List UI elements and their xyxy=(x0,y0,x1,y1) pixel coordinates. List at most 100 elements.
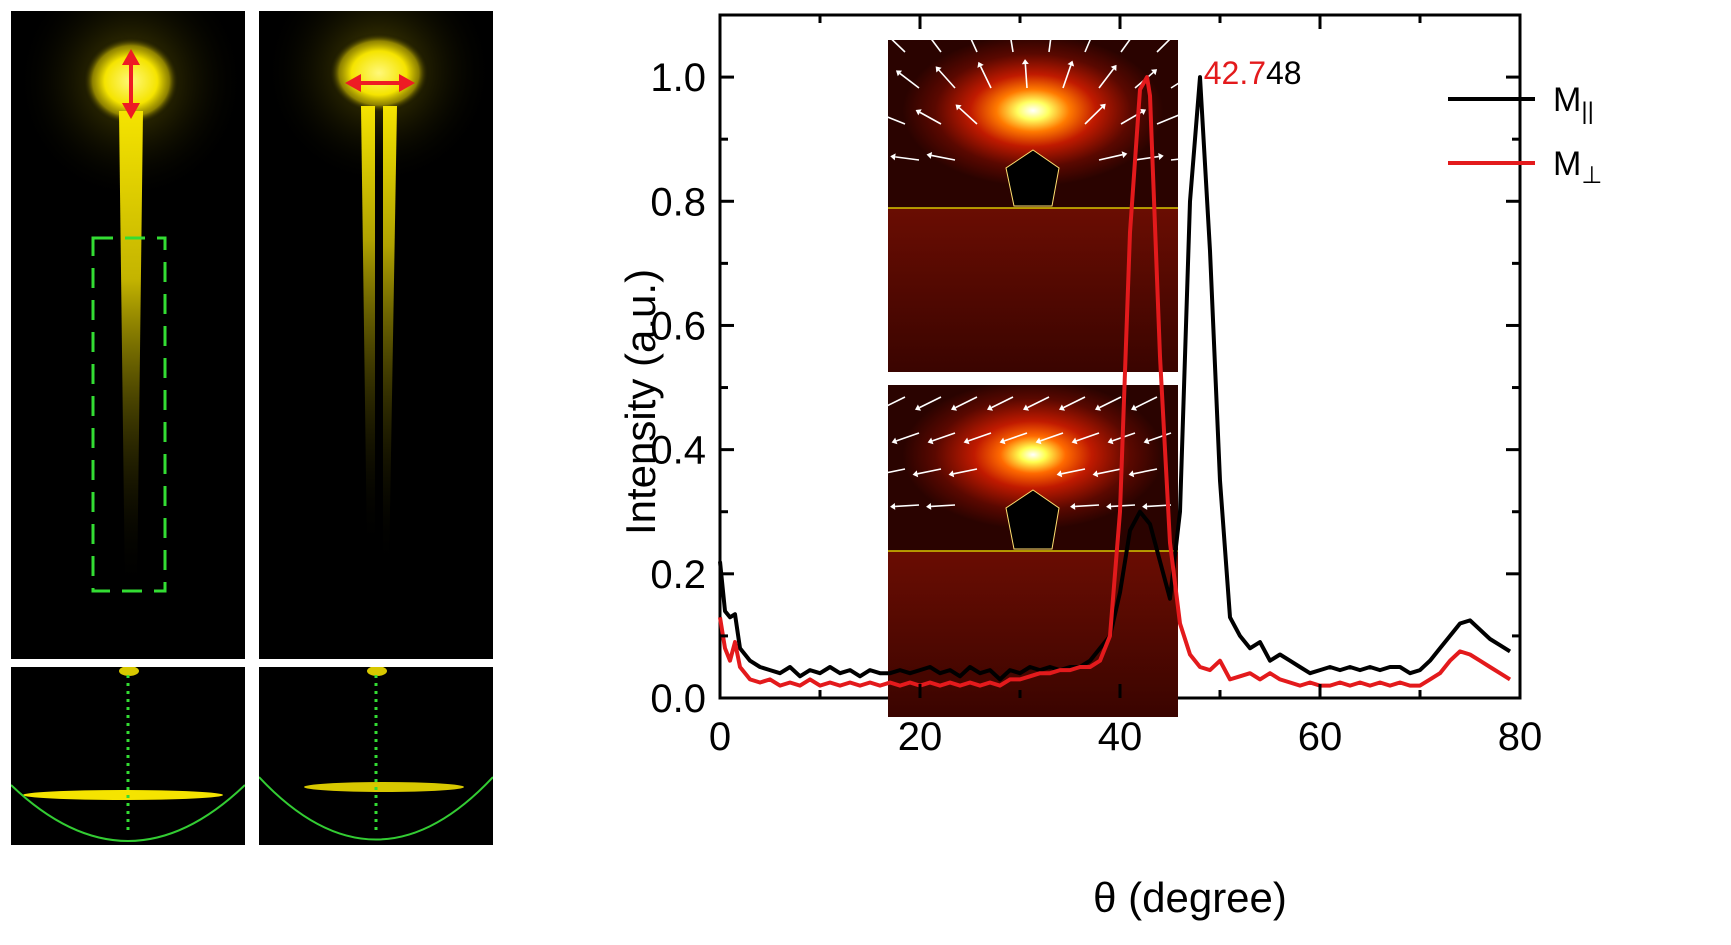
field-arrow-head xyxy=(1022,404,1030,411)
field-arrow xyxy=(1076,432,1100,442)
microscopy-bottom-right-svg xyxy=(259,667,493,841)
field-arrow-head xyxy=(1067,60,1075,67)
field-arrow xyxy=(1156,34,1175,53)
field-arrow xyxy=(953,468,978,475)
field-arrow-head xyxy=(1158,153,1164,160)
field-arrow-head xyxy=(1094,404,1102,411)
field-arrow-head xyxy=(890,502,896,510)
field-arrow-head xyxy=(1107,437,1114,445)
field-arrow xyxy=(979,66,992,89)
field-arrow xyxy=(955,396,978,409)
y-tick-label: 0.0 xyxy=(650,677,706,721)
field-arrow xyxy=(1134,155,1159,161)
field-arrow-head xyxy=(1071,437,1078,445)
microscopy-top-left xyxy=(11,11,245,659)
x-tick-label: 20 xyxy=(898,715,943,759)
field-arrow-head xyxy=(1092,470,1099,478)
field-arrow-head xyxy=(1128,470,1135,478)
field-arrow xyxy=(1098,68,1115,89)
field-arrow-head xyxy=(999,437,1006,445)
field-arrow-head xyxy=(955,104,962,111)
field-arrow-head xyxy=(1110,64,1117,71)
field-arrow-head xyxy=(1048,23,1056,29)
field-arrows xyxy=(876,396,1172,510)
field-arrow-head xyxy=(923,28,930,35)
series-layer xyxy=(718,75,1512,688)
ticks-layer: 0 20 40 60 80 0.0 0.2 0.4 0.6 0.8 1.0 xyxy=(650,13,1542,759)
field-arrow xyxy=(899,72,920,89)
field-arrow xyxy=(1135,396,1158,409)
field-arrow-head xyxy=(1035,437,1042,445)
field-arrow xyxy=(1120,32,1136,53)
field-arrow-head xyxy=(890,153,896,161)
bright-line xyxy=(304,782,464,792)
field-arrow-head xyxy=(878,404,886,411)
field-arrow-head xyxy=(1140,108,1147,115)
annotation-peak-perp: 42.7 xyxy=(1204,55,1266,91)
field-arrow-head xyxy=(1189,72,1196,79)
pentagon-wire xyxy=(1005,149,1060,207)
microscopy-top-right xyxy=(259,11,493,659)
field-arrow-head xyxy=(1171,31,1178,38)
field-arrow xyxy=(1048,28,1053,53)
field-arrow-head xyxy=(1132,28,1138,35)
field-arrow-head xyxy=(963,25,971,32)
field-arrow-head xyxy=(1099,103,1106,110)
field-arrow-head xyxy=(950,404,958,411)
field-arrow xyxy=(968,432,992,442)
field-arrow-head xyxy=(1142,502,1148,510)
field-arrow xyxy=(1170,156,1195,161)
field-arrow xyxy=(1024,64,1028,89)
field-arrow-head xyxy=(948,470,955,478)
y-tick-label: 1.0 xyxy=(650,56,706,100)
beam xyxy=(119,111,143,591)
annotation-peak-parallel: 48 xyxy=(1266,55,1302,91)
field-arrow xyxy=(1027,396,1050,409)
y-tick-label: 0.6 xyxy=(650,304,706,348)
microscopy-bottom-right xyxy=(259,667,493,845)
field-arrow xyxy=(958,107,978,125)
top-spot xyxy=(367,667,387,676)
field-arrow xyxy=(1040,432,1064,442)
field-arrow xyxy=(991,396,1014,409)
field-arrow xyxy=(1170,74,1192,89)
field-arrow-head xyxy=(1070,502,1076,510)
x-tick-label: 40 xyxy=(1098,715,1143,759)
field-arrow-head xyxy=(914,404,922,411)
field-arrow-head xyxy=(927,437,934,445)
field-arrow-head xyxy=(884,31,891,38)
field-arrow xyxy=(966,29,978,53)
x-tick-label: 0 xyxy=(709,715,731,759)
x-tick-label: 60 xyxy=(1298,715,1343,759)
field-arrow-head xyxy=(1150,69,1158,76)
inset-bottom xyxy=(876,385,1178,717)
legend: M|| M⊥ xyxy=(1448,81,1602,189)
y-axis-label: Intensity (a.u.) xyxy=(617,269,664,535)
field-arrow xyxy=(894,504,920,508)
field-arrow xyxy=(1074,504,1100,508)
curved-boundary xyxy=(11,784,245,842)
field-arrow xyxy=(895,156,920,161)
field-arrow xyxy=(1110,504,1136,508)
field-arrow xyxy=(1061,468,1086,475)
field-arrow xyxy=(919,396,942,409)
field-arrow-head xyxy=(895,70,903,77)
beam-left xyxy=(361,106,375,551)
field-arrow-head xyxy=(1194,153,1200,161)
field-arrow xyxy=(896,432,920,442)
microscopy-top-right-svg xyxy=(264,11,493,571)
field-arrow xyxy=(1084,106,1103,125)
field-arrow xyxy=(1098,153,1123,161)
field-arrow xyxy=(930,504,956,508)
top-spot xyxy=(119,667,139,676)
field-arrow xyxy=(882,114,906,125)
x-axis-label: θ (degree) xyxy=(1093,874,1287,921)
field-arrow-head xyxy=(977,61,984,68)
y-tick-label: 0.2 xyxy=(650,553,706,597)
field-arrow-head xyxy=(876,470,883,478)
field-arrow xyxy=(881,468,906,475)
dashed-box xyxy=(91,236,167,593)
field-arrow xyxy=(1156,114,1180,125)
field-arrow xyxy=(1004,432,1028,442)
